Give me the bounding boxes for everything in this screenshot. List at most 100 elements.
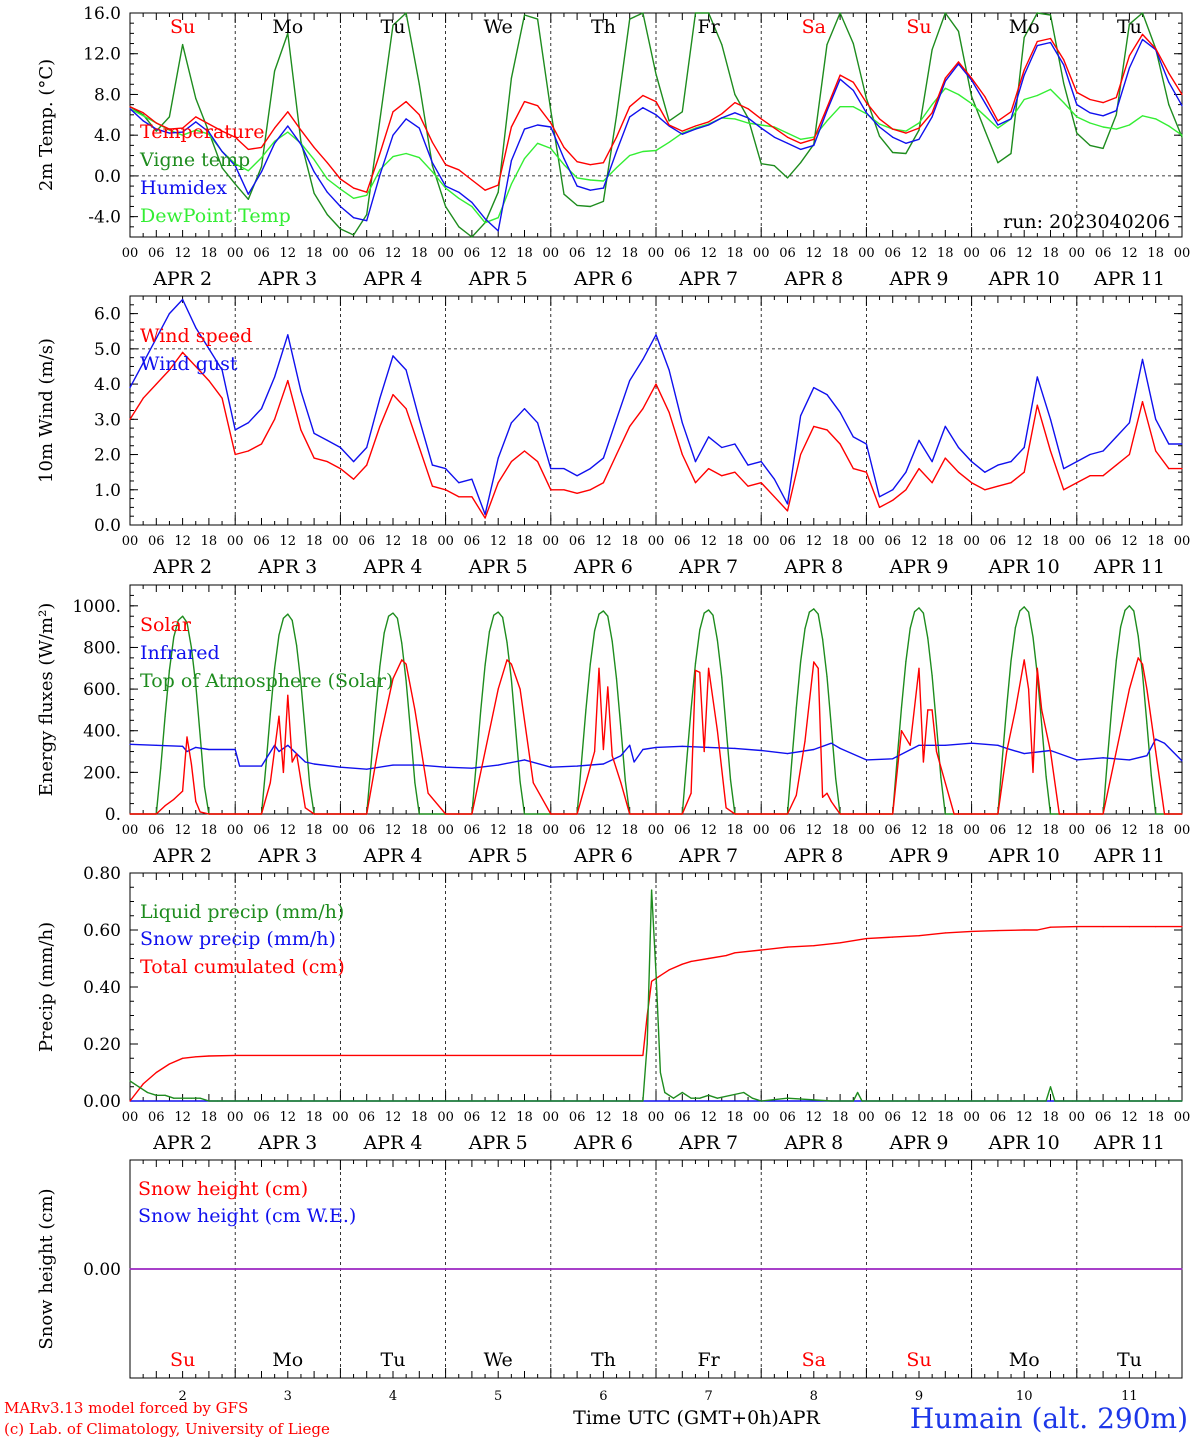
data-point — [287, 125, 289, 127]
data-point — [655, 73, 657, 75]
date-label: APR 10 — [988, 268, 1060, 290]
data-point — [418, 83, 420, 85]
data-point — [129, 1268, 131, 1270]
data-point — [484, 222, 486, 224]
data-point — [905, 471, 907, 473]
data-point — [1063, 489, 1065, 491]
data-point — [445, 468, 447, 470]
y-tick-label: 2.0 — [94, 446, 121, 466]
data-point — [173, 798, 175, 801]
data-point — [615, 453, 618, 456]
data-point — [287, 613, 289, 615]
x-tick-label: 00 — [648, 246, 665, 261]
data-point — [747, 485, 749, 487]
data-point — [278, 715, 280, 717]
data-point — [563, 468, 565, 470]
data-point — [208, 1100, 210, 1102]
legend-entry: Vigne temp — [139, 149, 250, 171]
data-point — [747, 122, 749, 124]
credit-line-1: MARv3.13 model forced by GFS — [4, 1399, 248, 1417]
date-label: APR 4 — [363, 1132, 423, 1154]
x-tick-label: 00 — [543, 1110, 560, 1125]
data-point — [1076, 116, 1078, 118]
data-point — [208, 748, 210, 751]
data-point — [247, 193, 249, 195]
data-point — [414, 782, 416, 784]
data-point — [984, 95, 986, 98]
data-point — [760, 127, 762, 129]
data-point — [594, 750, 596, 753]
data-point — [1049, 1086, 1052, 1088]
data-point — [379, 174, 381, 176]
y-tick-label: 5.0 — [94, 340, 121, 360]
data-point — [892, 136, 894, 138]
data-point — [892, 758, 894, 760]
x-tick-label: 06 — [569, 823, 586, 838]
data-point — [773, 496, 776, 498]
data-point — [651, 889, 653, 891]
data-point — [1023, 929, 1025, 931]
data-point — [405, 663, 407, 665]
data-point — [304, 807, 306, 809]
x-tick-label: 06 — [253, 534, 270, 549]
data-point — [997, 120, 999, 122]
x-tick-label: 12 — [595, 1110, 612, 1125]
data-point — [182, 134, 184, 136]
data-point — [839, 78, 841, 80]
data-point — [1049, 926, 1052, 928]
data-point — [743, 1091, 745, 1094]
data-point — [374, 711, 377, 713]
x-tick-label: 00 — [1174, 534, 1191, 549]
data-point — [510, 422, 512, 424]
data-point — [826, 110, 828, 112]
x-tick-label: 06 — [148, 534, 165, 549]
date-label: APR 8 — [783, 1132, 843, 1154]
x-tick-label: 00 — [1069, 1110, 1086, 1125]
date-label: APR 8 — [783, 556, 843, 578]
data-point — [1102, 147, 1104, 149]
x-tick-label: 12 — [385, 823, 402, 838]
data-point — [510, 126, 512, 128]
x-tick-label: 18 — [832, 1110, 849, 1125]
data-point — [353, 234, 355, 236]
data-point — [519, 688, 521, 690]
data-point — [497, 764, 499, 766]
data-point — [1181, 1100, 1183, 1102]
x-tick-label: 12 — [1016, 534, 1033, 549]
data-point — [826, 429, 828, 431]
data-point — [1133, 610, 1135, 612]
data-point — [734, 747, 736, 750]
data-point — [208, 123, 210, 125]
x-tick-label: 00 — [227, 246, 244, 261]
data-point — [734, 813, 736, 815]
data-point — [164, 715, 166, 717]
date-label: APR 7 — [678, 268, 738, 290]
data-point — [800, 142, 802, 144]
data-point — [865, 471, 868, 473]
data-point — [971, 813, 973, 815]
data-point — [129, 418, 131, 420]
data-point — [366, 214, 368, 216]
data-point — [1181, 93, 1183, 96]
data-point — [287, 744, 289, 746]
x-tick-label: 18 — [1042, 534, 1059, 549]
data-point — [1102, 115, 1104, 117]
data-point — [405, 118, 407, 120]
data-point — [383, 632, 385, 634]
data-point — [918, 607, 920, 609]
y-tick-label: 0.60 — [83, 921, 121, 941]
data-point — [155, 383, 157, 385]
data-point — [1010, 660, 1012, 662]
data-point — [629, 813, 631, 815]
data-point — [892, 936, 894, 938]
data-point — [589, 164, 591, 166]
data-point — [296, 644, 298, 647]
data-point — [392, 134, 394, 136]
data-point — [839, 942, 841, 944]
x-tick-label: 00 — [227, 823, 244, 838]
data-point — [594, 630, 596, 632]
data-point — [168, 313, 170, 315]
data-point — [830, 726, 832, 728]
x-tick-label: 12 — [595, 246, 612, 261]
data-point — [892, 128, 894, 130]
